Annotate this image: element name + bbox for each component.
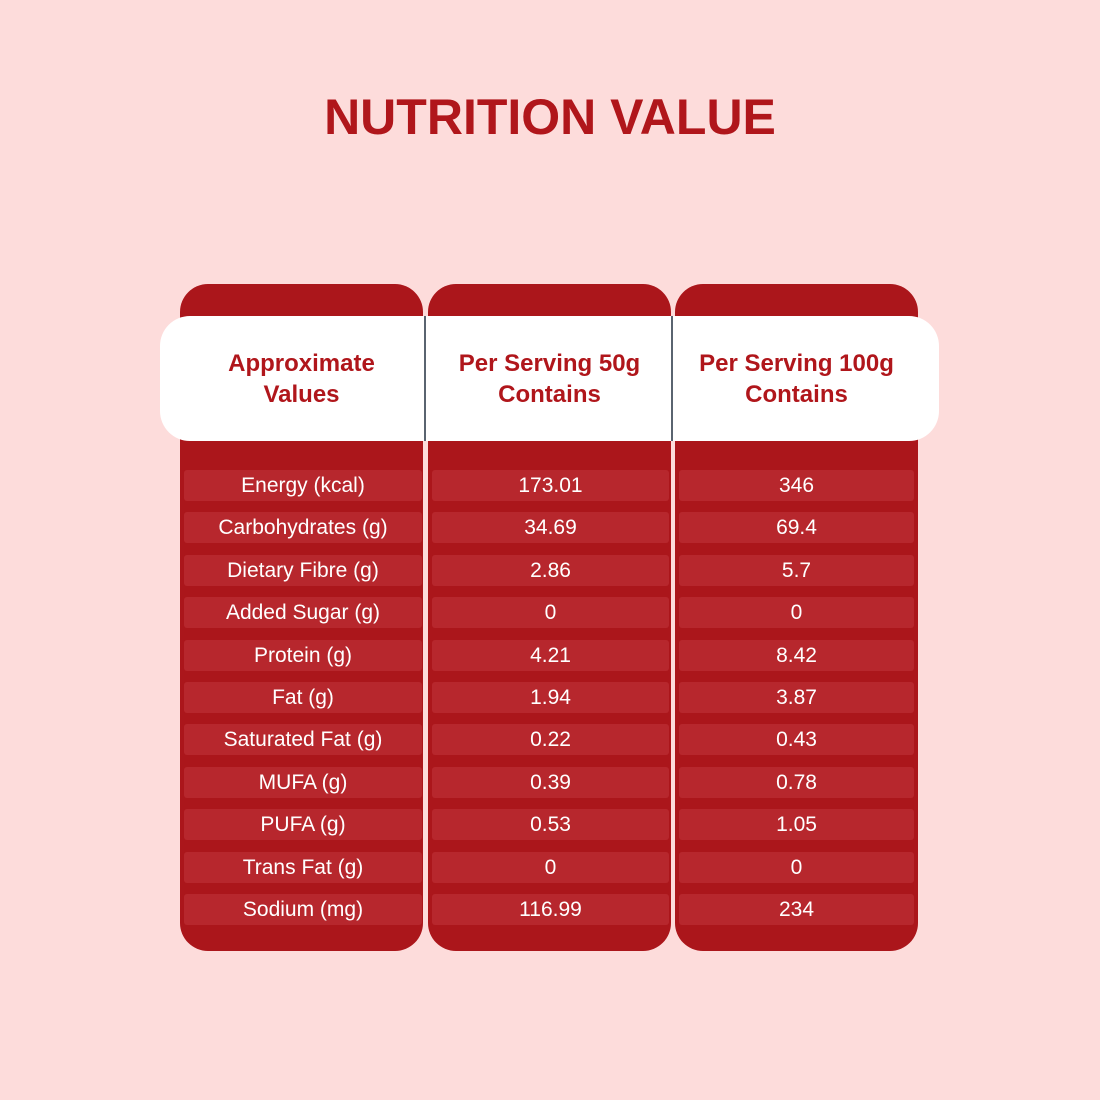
row-value-50g: 0 bbox=[432, 597, 669, 628]
row-label: Carbohydrates (g) bbox=[184, 512, 422, 543]
header-per-serving-50g: Per Serving 50g Contains bbox=[458, 349, 641, 408]
row-label: Fat (g) bbox=[184, 682, 422, 713]
row-value-50g: 0.22 bbox=[432, 724, 669, 755]
row-label: Dietary Fibre (g) bbox=[184, 555, 422, 586]
row-value-100g: 0 bbox=[679, 597, 914, 628]
row-value-50g: 0 bbox=[432, 852, 669, 883]
row-value-50g: 173.01 bbox=[432, 470, 669, 501]
row-label: Added Sugar (g) bbox=[184, 597, 422, 628]
row-value-100g: 234 bbox=[679, 894, 914, 925]
row-label: Trans Fat (g) bbox=[184, 852, 422, 883]
row-value-100g: 0.78 bbox=[679, 767, 914, 798]
row-value-50g: 0.39 bbox=[432, 767, 669, 798]
row-value-50g: 1.94 bbox=[432, 682, 669, 713]
row-label: Protein (g) bbox=[184, 640, 422, 671]
row-value-50g: 2.86 bbox=[432, 555, 669, 586]
row-label: MUFA (g) bbox=[184, 767, 422, 798]
row-value-100g: 5.7 bbox=[679, 555, 914, 586]
header-divider bbox=[424, 316, 426, 441]
row-value-50g: 116.99 bbox=[432, 894, 669, 925]
row-label: PUFA (g) bbox=[184, 809, 422, 840]
row-label: Sodium (mg) bbox=[184, 894, 422, 925]
row-label: Saturated Fat (g) bbox=[184, 724, 422, 755]
row-value-50g: 0.53 bbox=[432, 809, 669, 840]
row-value-100g: 8.42 bbox=[679, 640, 914, 671]
page-title: NUTRITION VALUE bbox=[324, 89, 776, 145]
header-approximate-values: Approximate Values bbox=[228, 349, 375, 408]
row-value-100g: 1.05 bbox=[679, 809, 914, 840]
row-value-50g: 34.69 bbox=[432, 512, 669, 543]
header-divider bbox=[671, 316, 673, 441]
row-value-100g: 69.4 bbox=[679, 512, 914, 543]
row-value-100g: 0 bbox=[679, 852, 914, 883]
row-value-50g: 4.21 bbox=[432, 640, 669, 671]
row-value-100g: 3.87 bbox=[679, 682, 914, 713]
row-value-100g: 0.43 bbox=[679, 724, 914, 755]
table-header-band bbox=[160, 316, 939, 441]
header-per-serving-100g: Per Serving 100g Contains bbox=[699, 349, 894, 408]
row-value-100g: 346 bbox=[679, 470, 914, 501]
row-label: Energy (kcal) bbox=[184, 470, 422, 501]
